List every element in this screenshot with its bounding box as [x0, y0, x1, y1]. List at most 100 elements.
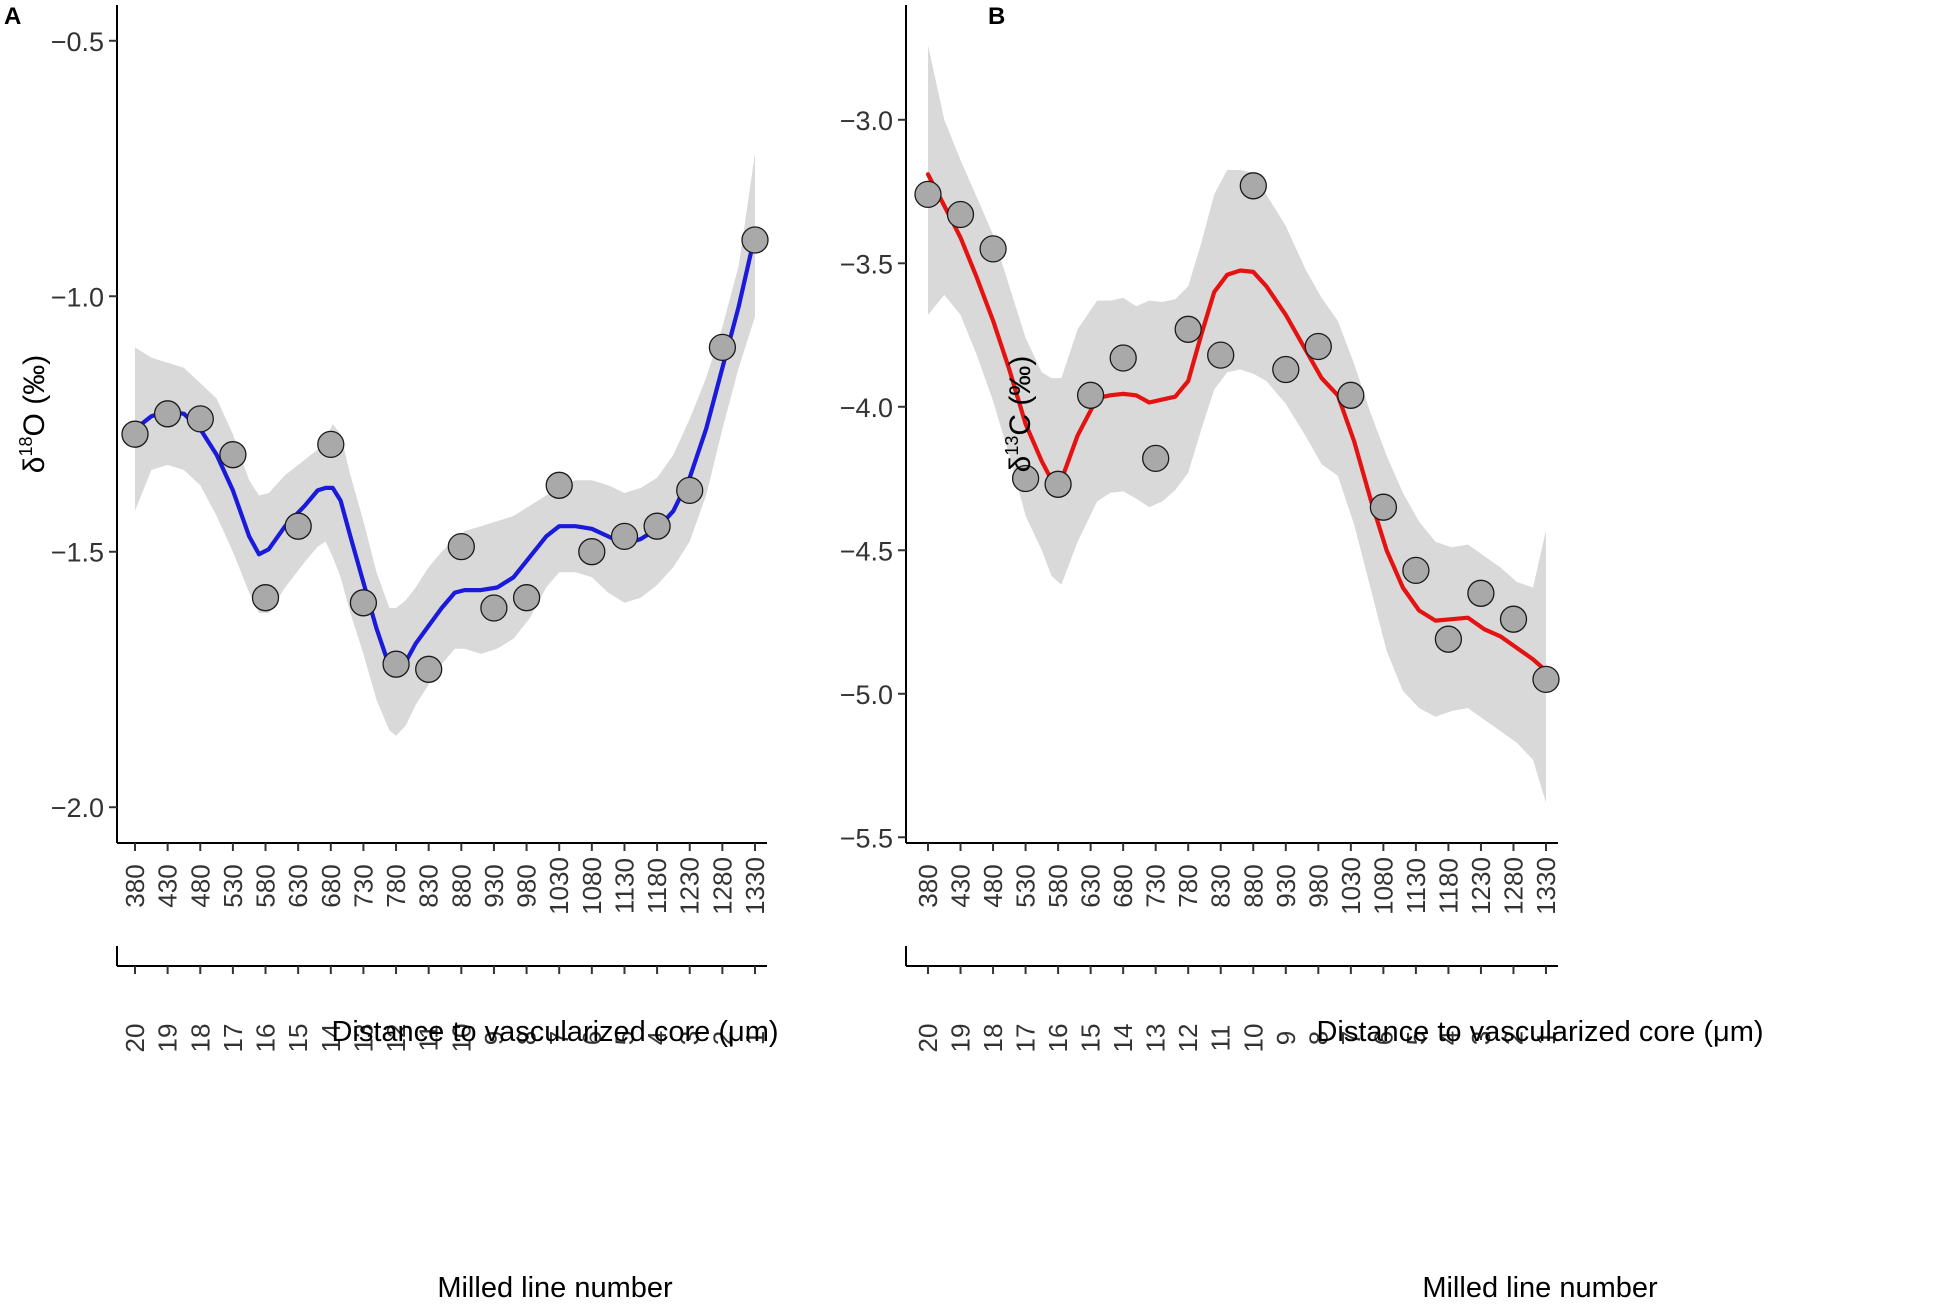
- x-tick-label: 530: [1011, 864, 1041, 907]
- milled-tick-label: 1: [740, 1031, 770, 1045]
- data-point: [545, 471, 573, 499]
- data-point: [708, 333, 737, 362]
- x-tick-label: 1080: [577, 857, 607, 915]
- confidence-band: [928, 45, 1546, 803]
- milled-tick-label: 16: [1043, 1024, 1073, 1053]
- y-tick-label: −5.0: [840, 680, 893, 710]
- x-tick-label: 1130: [609, 858, 639, 914]
- x-tick-label: 680: [316, 864, 346, 907]
- panel-label-a: A: [4, 3, 21, 30]
- x-tick-label: 1230: [675, 857, 705, 915]
- y-tick-label: −1.0: [51, 282, 104, 312]
- data-point: [1011, 464, 1040, 493]
- milled-tick-label: 8: [512, 1031, 542, 1045]
- x-tick-label: 880: [1238, 864, 1268, 907]
- milled-tick-label: 9: [1271, 1031, 1301, 1045]
- milled-tick-label: 12: [1173, 1024, 1203, 1053]
- x-tick-label: 980: [1303, 864, 1333, 907]
- milled-tick-label: 7: [544, 1031, 574, 1045]
- x-tick-label: 1280: [1498, 857, 1528, 915]
- milled-tick-label: 10: [446, 1024, 476, 1053]
- x-tick-label: 1180: [642, 858, 672, 914]
- data-point: [317, 430, 345, 459]
- milled-tick-label: 18: [185, 1024, 215, 1053]
- milled-tick-label: 4: [1433, 1031, 1463, 1045]
- milled-tick-label: 19: [946, 1024, 976, 1053]
- x-tick-label: 880: [446, 864, 476, 907]
- milled-tick-label: 7: [1336, 1031, 1366, 1045]
- data-point: [643, 512, 671, 540]
- milled-tick-label: 11: [1206, 1025, 1236, 1052]
- milled-tick-label: 14: [1108, 1024, 1138, 1053]
- x-tick-label: 630: [1076, 864, 1106, 907]
- data-point: [1076, 381, 1105, 409]
- milled-tick-label: 19: [153, 1024, 183, 1053]
- milled-tick-label: 1: [1531, 1031, 1561, 1045]
- y-tick-label: −2.0: [51, 793, 104, 823]
- milled-tick-label: 8: [1303, 1031, 1333, 1045]
- milled-tick-label: 17: [218, 1024, 248, 1053]
- data-point: [1499, 605, 1528, 633]
- milled-line-title-b: Milled line number: [1422, 1272, 1658, 1304]
- data-point: [1304, 332, 1332, 361]
- milled-tick-label: 16: [251, 1024, 281, 1053]
- data-point: [741, 226, 769, 254]
- x-tick-label: 1130: [1401, 858, 1431, 914]
- data-point: [1532, 665, 1560, 694]
- data-point: [349, 589, 378, 617]
- milled-tick-label: 15: [1076, 1024, 1106, 1053]
- x-tick-label: 580: [251, 864, 281, 907]
- data-point: [480, 594, 508, 622]
- x-tick-label: 830: [1206, 864, 1236, 907]
- milled-tick-label: 2: [1498, 1031, 1528, 1045]
- y-tick-label: −5.5: [840, 823, 893, 853]
- y-axis-title-a: δ18O (‰): [16, 355, 51, 473]
- panel-label-b: B: [988, 3, 1005, 30]
- data-point: [1174, 315, 1202, 343]
- milled-tick-label: 13: [1141, 1024, 1171, 1053]
- milled-tick-label: 5: [1401, 1031, 1431, 1045]
- y-tick-label: −3.0: [840, 106, 893, 136]
- x-tick-label: 480: [185, 864, 215, 907]
- data-point: [284, 512, 312, 540]
- milled-tick-label: 9: [479, 1031, 509, 1045]
- x-tick-label: 480: [978, 864, 1008, 907]
- milled-tick-label: 17: [1011, 1024, 1041, 1053]
- data-point: [1337, 381, 1365, 409]
- y-tick-label: −3.5: [840, 249, 893, 279]
- milled-tick-label: 6: [577, 1031, 607, 1045]
- confidence-band: [135, 153, 755, 736]
- x-axis-title-a: Distance to vascularized core (μm): [331, 1016, 778, 1048]
- milled-tick-label: 13: [348, 1024, 378, 1053]
- data-point: [1369, 493, 1398, 521]
- milled-tick-label: 2: [707, 1031, 737, 1045]
- data-point: [979, 235, 1007, 263]
- x-tick-label: 980: [512, 864, 542, 907]
- data-point: [121, 420, 149, 448]
- x-tick-label: 530: [218, 864, 248, 907]
- data-point: [1467, 579, 1495, 607]
- x-tick-label: 780: [381, 864, 411, 907]
- data-point: [382, 650, 410, 678]
- data-point: [946, 200, 975, 229]
- data-point: [578, 538, 606, 566]
- data-point: [1207, 341, 1235, 369]
- milled-tick-label: 3: [675, 1031, 705, 1045]
- data-point: [186, 405, 214, 433]
- y-tick-label: −4.0: [840, 393, 893, 423]
- data-point: [219, 441, 247, 469]
- data-point: [447, 532, 475, 561]
- x-tick-label: 1330: [1531, 857, 1561, 915]
- milled-tick-label: 18: [978, 1024, 1008, 1053]
- x-tick-label: 630: [283, 864, 313, 907]
- x-tick-label: 730: [1141, 864, 1171, 907]
- data-point: [1402, 556, 1430, 585]
- x-tick-label: 830: [414, 864, 444, 907]
- milled-line-title-a: Milled line number: [437, 1272, 673, 1304]
- data-point: [676, 476, 704, 505]
- milled-tick-label: 15: [283, 1024, 313, 1053]
- x-tick-label: 430: [946, 864, 976, 907]
- y-axis-title-b: δ13C (‰): [1002, 356, 1037, 473]
